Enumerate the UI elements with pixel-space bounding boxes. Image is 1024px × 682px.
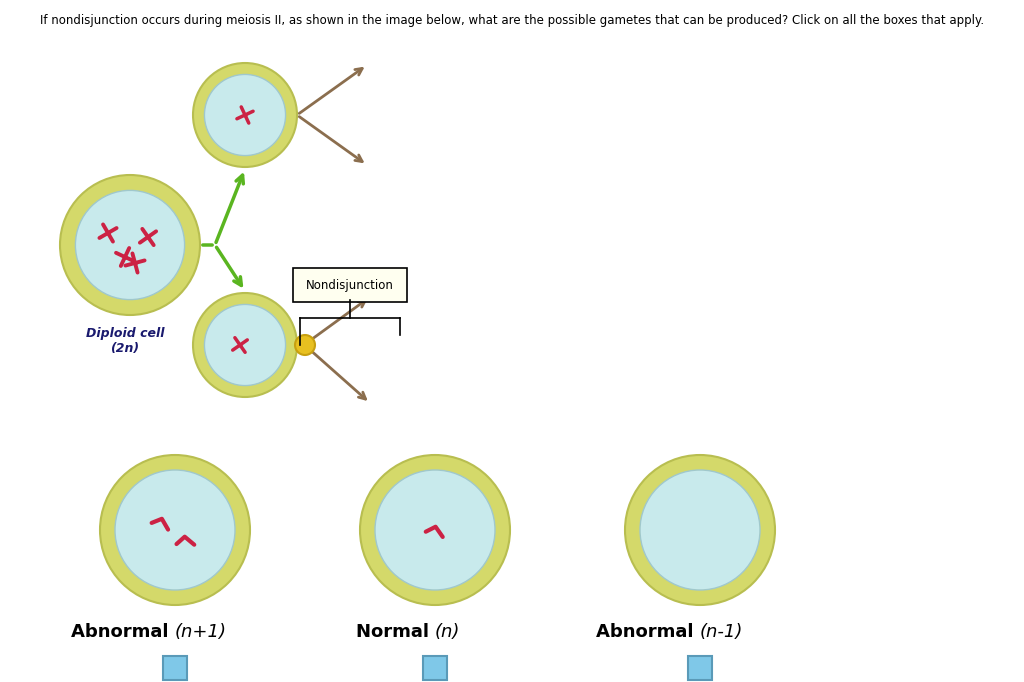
Circle shape	[205, 304, 286, 385]
FancyBboxPatch shape	[688, 656, 712, 680]
Text: (n+1): (n+1)	[175, 623, 227, 641]
Circle shape	[205, 74, 286, 155]
Text: If nondisjunction occurs during meiosis II, as shown in the image below, what ar: If nondisjunction occurs during meiosis …	[40, 14, 984, 27]
Circle shape	[100, 455, 250, 605]
Text: Normal: Normal	[355, 623, 435, 641]
FancyBboxPatch shape	[163, 656, 187, 680]
Circle shape	[115, 470, 234, 590]
Circle shape	[76, 190, 184, 299]
Circle shape	[60, 175, 200, 315]
Text: (n): (n)	[435, 623, 461, 641]
FancyBboxPatch shape	[293, 268, 407, 302]
Circle shape	[295, 335, 315, 355]
Circle shape	[625, 455, 775, 605]
Circle shape	[193, 63, 297, 167]
Text: Abnormal: Abnormal	[596, 623, 700, 641]
Circle shape	[640, 470, 760, 590]
FancyBboxPatch shape	[423, 656, 447, 680]
Circle shape	[360, 455, 510, 605]
Circle shape	[375, 470, 495, 590]
Text: (n-1): (n-1)	[700, 623, 743, 641]
Circle shape	[193, 293, 297, 397]
Text: Nondisjunction: Nondisjunction	[306, 278, 394, 291]
Text: Diploid cell
(2n): Diploid cell (2n)	[86, 327, 164, 355]
Text: Abnormal: Abnormal	[72, 623, 175, 641]
